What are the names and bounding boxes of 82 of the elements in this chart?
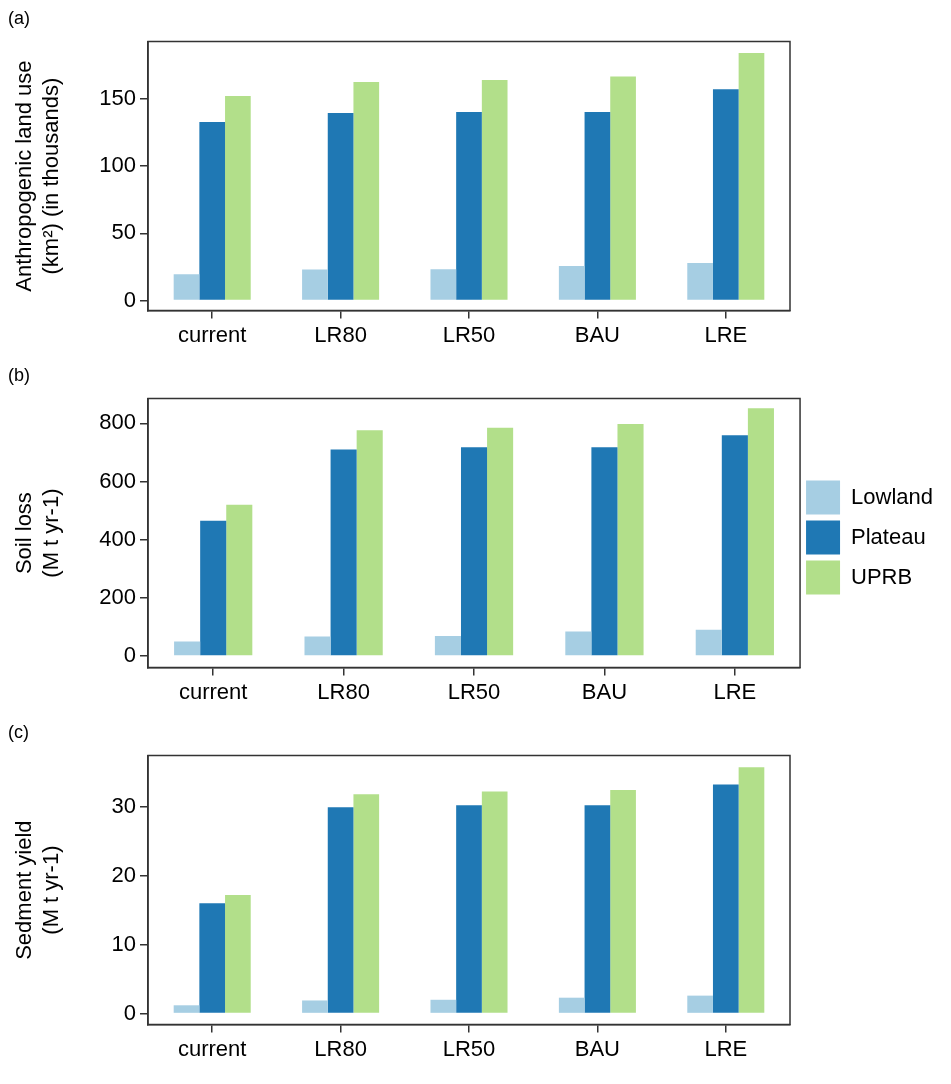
legend-label: Lowland <box>851 483 933 509</box>
bar <box>353 82 380 300</box>
bar <box>199 903 226 1013</box>
bar <box>330 449 357 656</box>
bar <box>687 995 713 1013</box>
y-tick-label: 20 <box>111 861 136 887</box>
bar <box>610 76 636 300</box>
bar <box>225 96 251 300</box>
bar <box>302 269 328 300</box>
bar <box>173 1005 200 1013</box>
x-tick-label: LR50 <box>442 321 496 347</box>
x-tick-label: LR80 <box>317 678 370 704</box>
bar <box>353 794 380 1013</box>
bar <box>327 807 354 1013</box>
x-tick-label: current <box>177 321 247 347</box>
x-tick-label: current <box>177 1035 247 1061</box>
bar <box>327 112 354 300</box>
bar <box>302 1000 328 1013</box>
chart-title: (c) <box>8 721 29 742</box>
bar <box>747 408 774 656</box>
bar <box>695 629 722 656</box>
bar <box>584 111 611 300</box>
bar <box>304 636 331 656</box>
y-tick-label: 0 <box>123 642 136 668</box>
y-axis-title: Sedment yield (M t yr-1) <box>11 820 63 960</box>
x-tick-label: BAU <box>581 678 628 704</box>
bar <box>173 274 200 300</box>
bar <box>200 520 227 656</box>
bar <box>565 631 592 656</box>
bar <box>687 263 713 300</box>
y-tick-label: 150 <box>99 84 136 110</box>
bar <box>721 435 748 656</box>
bar <box>430 269 457 300</box>
x-tick-label: LRE <box>713 678 757 704</box>
y-tick-label: 200 <box>99 583 136 609</box>
bar <box>174 641 201 656</box>
chart-title: (a) <box>8 7 30 28</box>
bar <box>481 79 508 300</box>
y-tick-label: 600 <box>99 467 136 493</box>
bar <box>617 423 644 656</box>
bar <box>712 784 739 1013</box>
chart-title: (b) <box>8 364 30 385</box>
bar <box>738 767 765 1013</box>
y-axis-title: Soil loss (M t yr-1) <box>11 488 63 578</box>
x-tick-label: LRE <box>704 321 748 347</box>
y-tick-label: 10 <box>111 930 136 956</box>
y-tick-label: 50 <box>111 219 136 245</box>
y-tick-label: 0 <box>123 286 136 312</box>
bar <box>225 894 251 1013</box>
x-tick-label: LR80 <box>314 321 367 347</box>
bar <box>738 53 765 300</box>
y-tick-label: 800 <box>99 409 136 435</box>
bar <box>456 805 482 1013</box>
legend-label: UPRB <box>851 563 913 589</box>
y-tick-label: 0 <box>123 999 136 1025</box>
bar <box>558 266 585 300</box>
bar <box>481 791 508 1013</box>
y-tick-label: 400 <box>99 525 136 551</box>
bar <box>199 122 226 300</box>
bar <box>591 447 618 656</box>
x-tick-label: LRE <box>704 1035 748 1061</box>
bar <box>584 805 611 1013</box>
bar <box>487 427 514 656</box>
y-axis-title: Anthropogenic land use (km²) (in thousands) <box>11 60 63 292</box>
bar <box>558 997 585 1013</box>
legend-label: Plateau <box>851 523 926 549</box>
x-tick-label: BAU <box>574 1035 621 1061</box>
y-tick-label: 30 <box>111 792 136 818</box>
bar <box>456 111 482 300</box>
bar <box>434 635 461 656</box>
y-tick-label: 100 <box>99 152 136 178</box>
bar <box>460 447 488 656</box>
x-tick-label: BAU <box>574 321 621 347</box>
x-tick-label: LR80 <box>314 1035 367 1061</box>
bar <box>226 504 253 656</box>
x-tick-label: LR50 <box>442 1035 496 1061</box>
bar <box>712 89 739 300</box>
x-tick-label: LR50 <box>447 678 501 704</box>
bar <box>610 790 636 1013</box>
bar <box>430 999 457 1013</box>
x-tick-label: current <box>178 678 248 704</box>
bar <box>356 430 383 656</box>
